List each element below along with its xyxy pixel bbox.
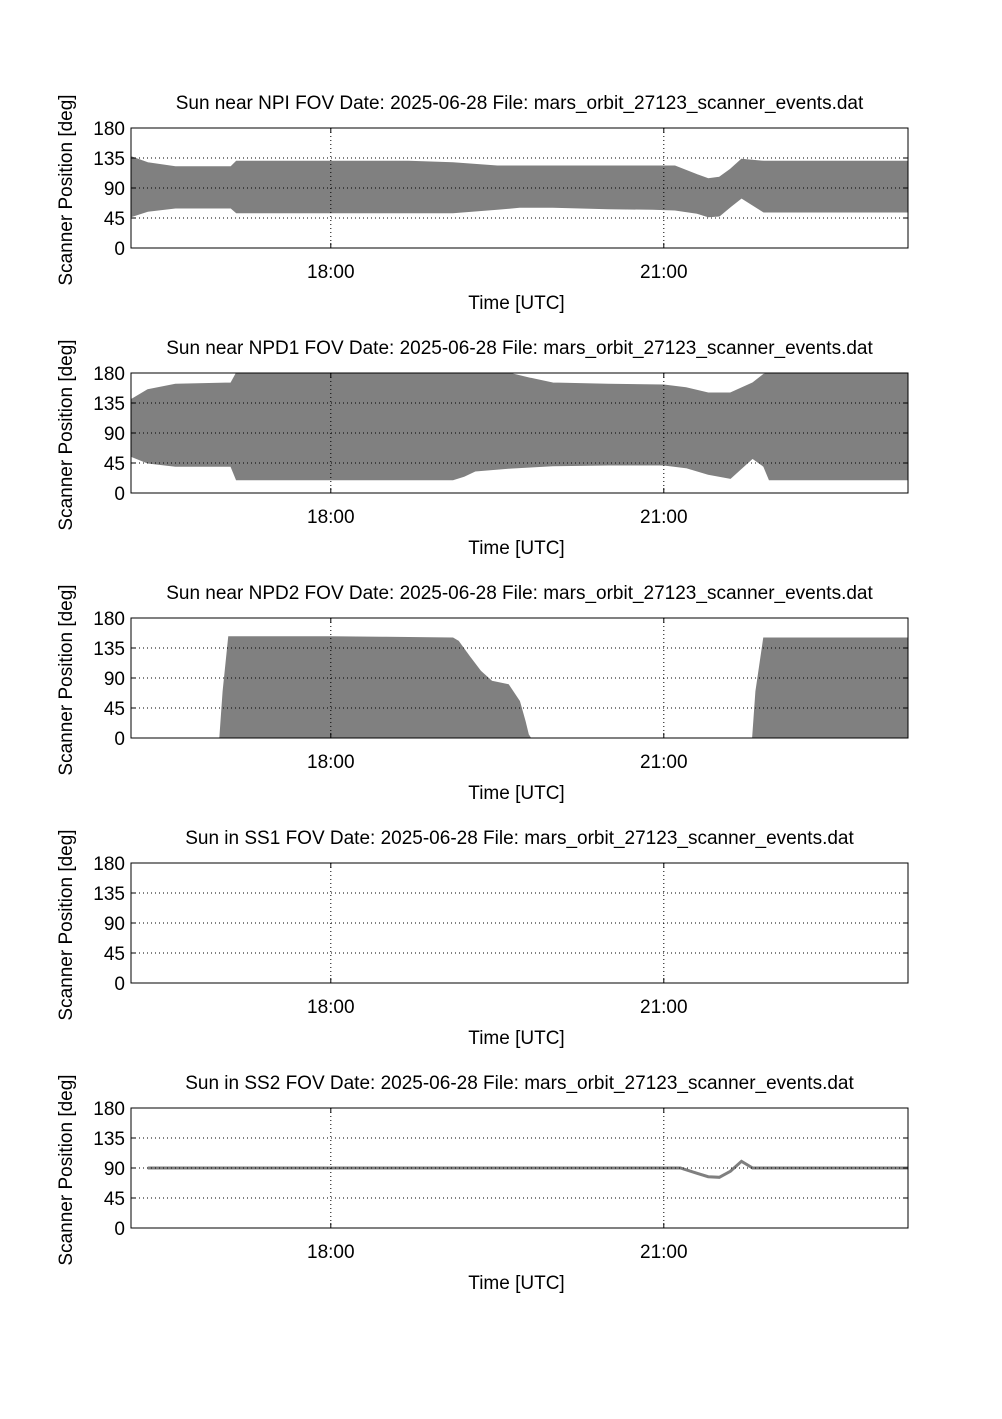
y-tick-label: 135 bbox=[93, 394, 125, 415]
y-tick-label: 45 bbox=[104, 454, 125, 475]
chart-panel-4: Sun in SS1 FOV Date: 2025-06-28 File: ma… bbox=[56, 828, 909, 1049]
y-tick-label: 90 bbox=[104, 1159, 125, 1180]
y-axis-label: Scanner Position [deg] bbox=[56, 339, 77, 530]
y-tick-label: 180 bbox=[93, 609, 125, 630]
y-axis-label: Scanner Position [deg] bbox=[56, 584, 77, 775]
y-tick-label: 135 bbox=[93, 639, 125, 660]
x-tick-label: 18:00 bbox=[307, 752, 355, 773]
chart-title: Sun near NPD1 FOV Date: 2025-06-28 File:… bbox=[166, 338, 873, 359]
series-layer bbox=[130, 372, 909, 481]
series-layer bbox=[131, 636, 909, 739]
y-tick-label: 90 bbox=[104, 424, 125, 445]
y-tick-label: 45 bbox=[104, 1189, 125, 1210]
chart-title: Sun near NPD2 FOV Date: 2025-06-28 File:… bbox=[166, 583, 873, 604]
y-tick-label: 180 bbox=[93, 854, 125, 875]
y-tick-label: 135 bbox=[93, 884, 125, 905]
y-axis-label: Scanner Position [deg] bbox=[56, 1074, 77, 1265]
chart-panel-3: Sun near NPD2 FOV Date: 2025-06-28 File:… bbox=[56, 583, 909, 804]
coverage-band bbox=[130, 155, 909, 218]
y-tick-label: 45 bbox=[104, 699, 125, 720]
scanner-line bbox=[147, 1159, 908, 1179]
x-tick-label: 18:00 bbox=[307, 507, 355, 528]
y-tick-label: 90 bbox=[104, 179, 125, 200]
y-tick-label: 90 bbox=[104, 914, 125, 935]
y-axis-label: Scanner Position [deg] bbox=[56, 829, 77, 1020]
x-tick-label: 18:00 bbox=[307, 1242, 355, 1263]
y-tick-label: 90 bbox=[104, 669, 125, 690]
x-tick-label: 21:00 bbox=[640, 1242, 688, 1263]
y-tick-label: 0 bbox=[114, 729, 125, 750]
y-tick-label: 45 bbox=[104, 209, 125, 230]
chart-title: Sun in SS2 FOV Date: 2025-06-28 File: ma… bbox=[185, 1073, 854, 1094]
y-axis-label: Scanner Position [deg] bbox=[56, 94, 77, 285]
x-tick-label: 21:00 bbox=[640, 507, 688, 528]
y-tick-label: 0 bbox=[114, 974, 125, 995]
y-tick-label: 135 bbox=[93, 149, 125, 170]
series-layer bbox=[147, 1159, 908, 1179]
series-layer bbox=[130, 155, 909, 218]
y-tick-label: 0 bbox=[114, 484, 125, 505]
chart-panel-1: Sun near NPI FOV Date: 2025-06-28 File: … bbox=[56, 93, 909, 314]
coverage-band bbox=[130, 372, 909, 481]
x-tick-label: 18:00 bbox=[307, 997, 355, 1018]
coverage-band bbox=[131, 636, 909, 739]
x-tick-label: 21:00 bbox=[640, 752, 688, 773]
y-tick-label: 0 bbox=[114, 1219, 125, 1240]
y-tick-label: 180 bbox=[93, 364, 125, 385]
chart-panel-5: Sun in SS2 FOV Date: 2025-06-28 File: ma… bbox=[56, 1073, 909, 1294]
y-tick-label: 135 bbox=[93, 1129, 125, 1150]
x-tick-label: 21:00 bbox=[640, 262, 688, 283]
y-tick-label: 45 bbox=[104, 944, 125, 965]
chart-title: Sun in SS1 FOV Date: 2025-06-28 File: ma… bbox=[185, 828, 854, 849]
y-tick-label: 180 bbox=[93, 119, 125, 140]
x-axis-label: Time [UTC] bbox=[468, 1273, 564, 1294]
x-axis-label: Time [UTC] bbox=[468, 293, 564, 314]
chart-panel-2: Sun near NPD1 FOV Date: 2025-06-28 File:… bbox=[56, 338, 909, 559]
x-tick-label: 21:00 bbox=[640, 997, 688, 1018]
x-tick-label: 18:00 bbox=[307, 262, 355, 283]
x-axis-label: Time [UTC] bbox=[468, 783, 564, 804]
y-tick-label: 180 bbox=[93, 1099, 125, 1120]
y-tick-label: 0 bbox=[114, 239, 125, 260]
chart-title: Sun near NPI FOV Date: 2025-06-28 File: … bbox=[176, 93, 864, 114]
x-axis-label: Time [UTC] bbox=[468, 1028, 564, 1049]
x-axis-label: Time [UTC] bbox=[468, 538, 564, 559]
